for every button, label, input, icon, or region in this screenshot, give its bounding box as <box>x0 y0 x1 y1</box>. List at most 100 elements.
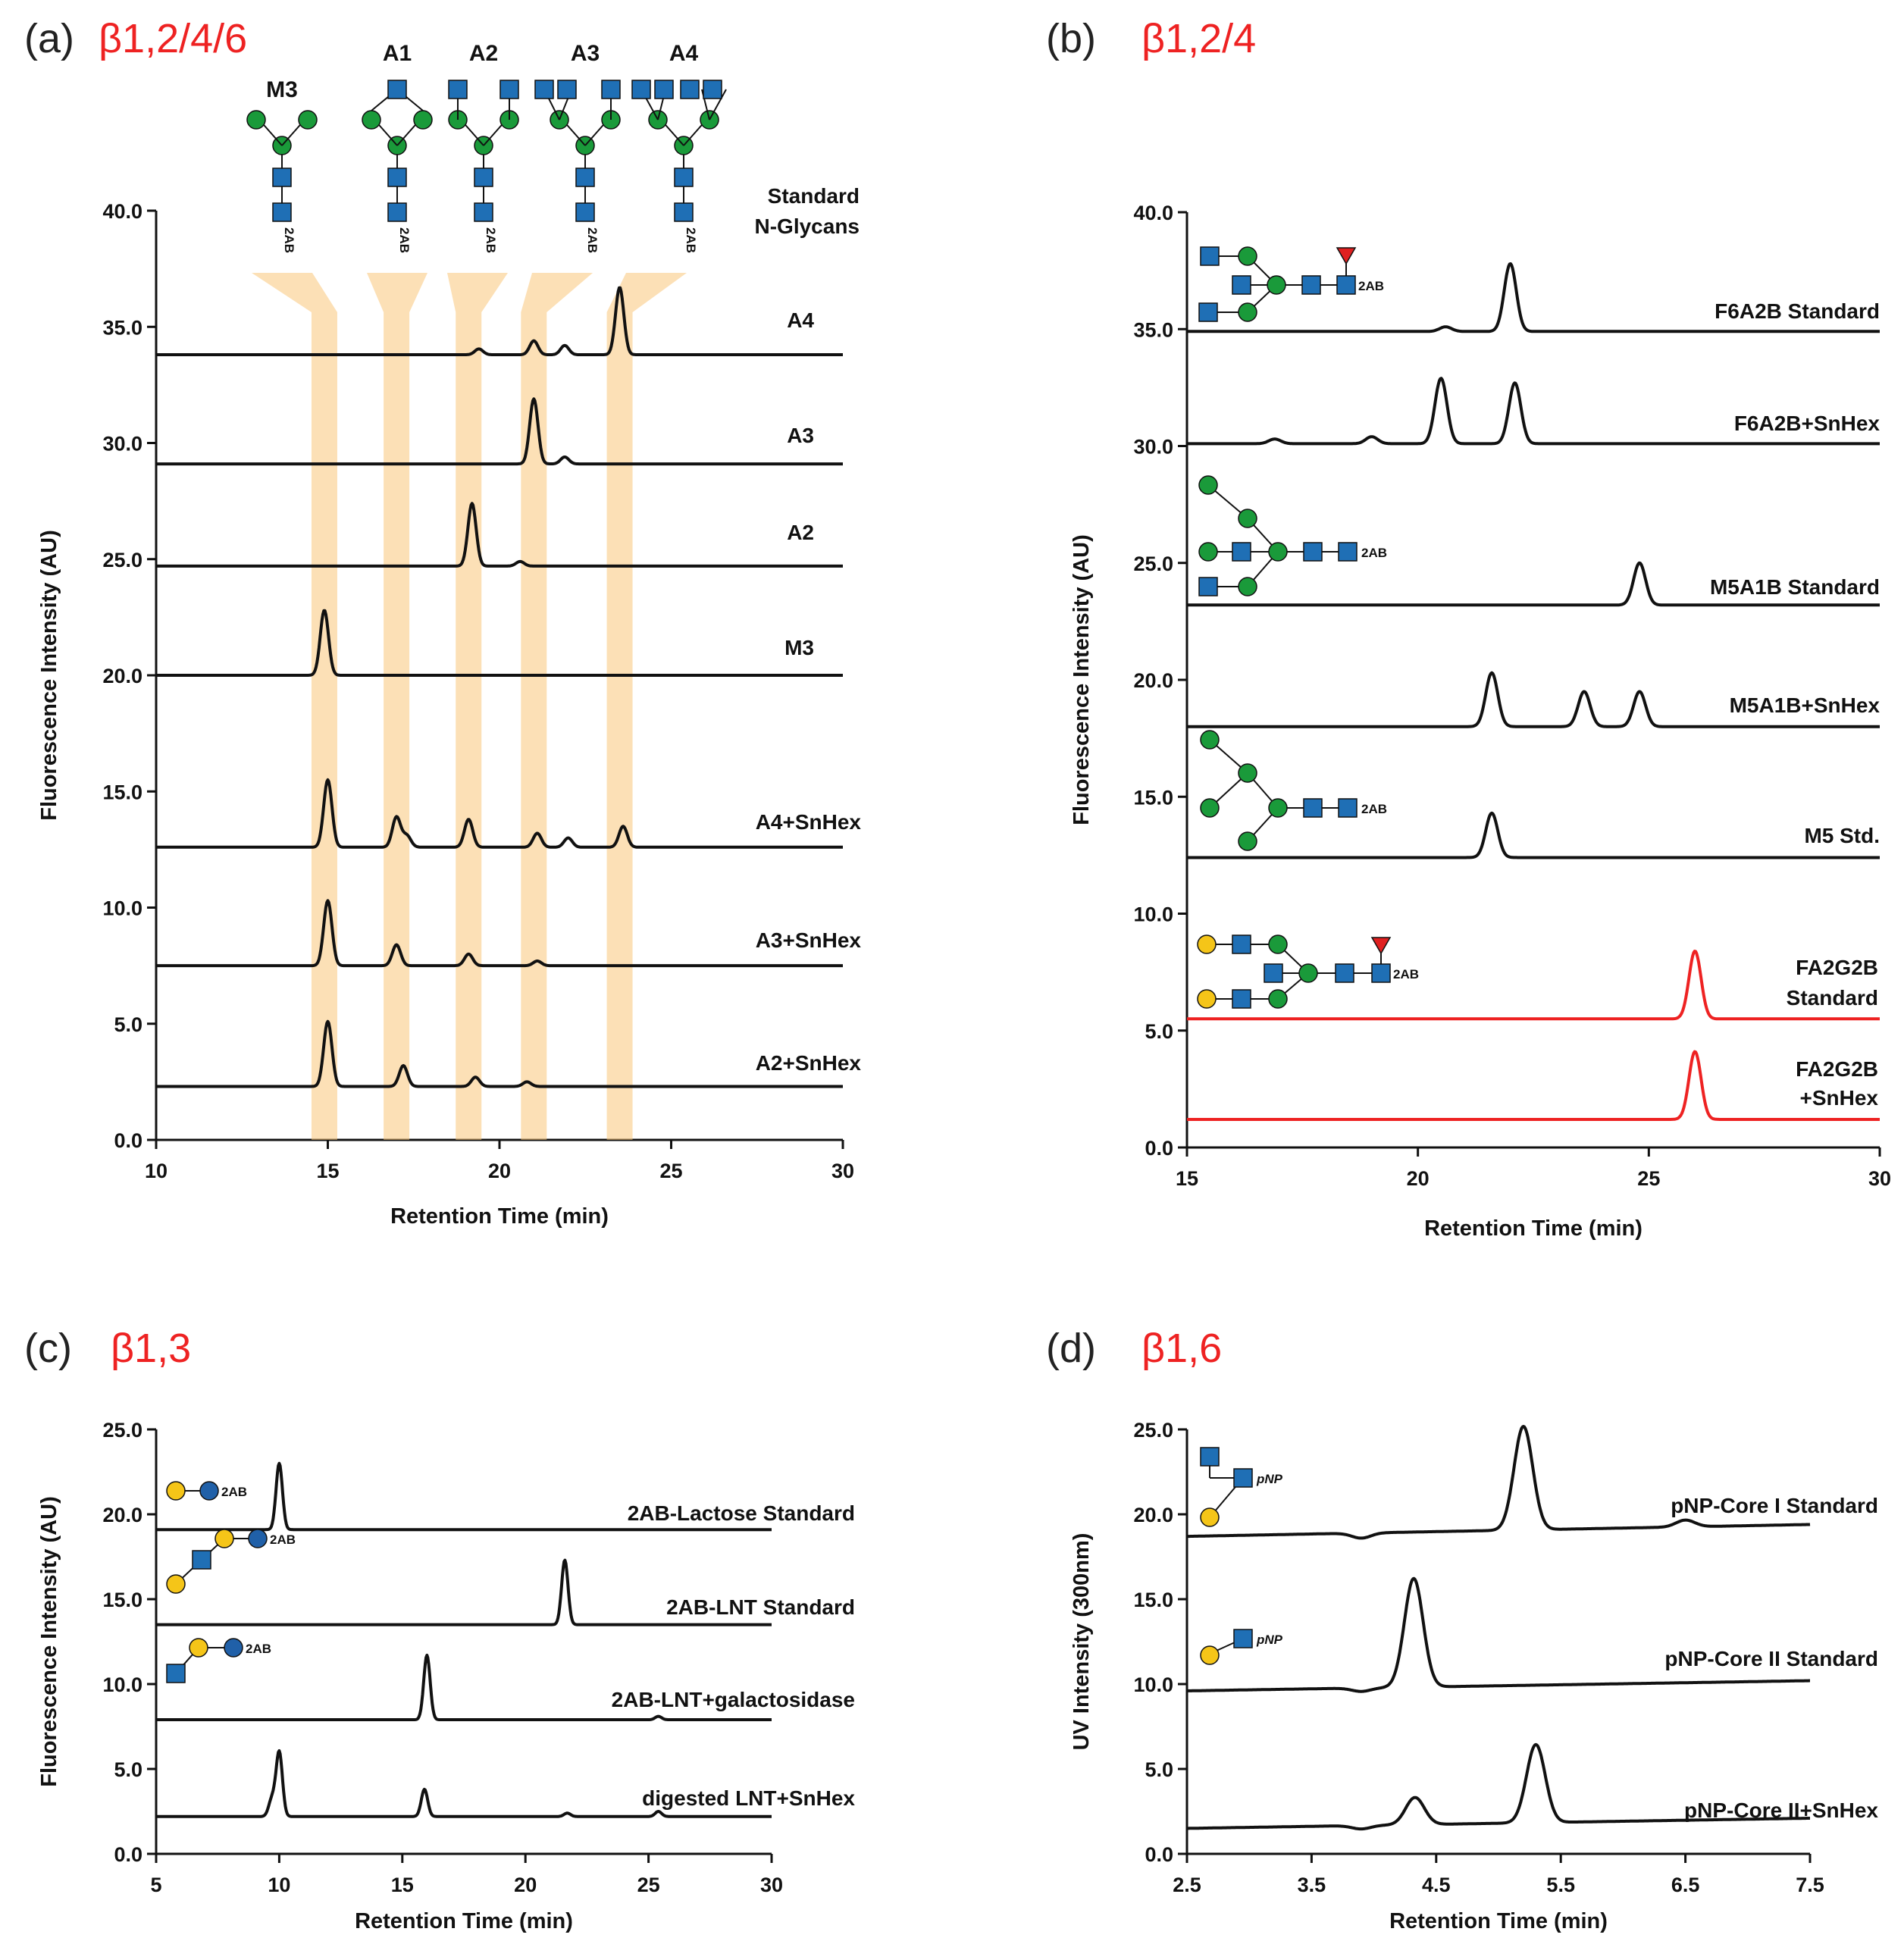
glycan-name-label: A3 <box>571 41 600 66</box>
trace-line <box>1186 1742 1811 1831</box>
x-tick-label: 20 <box>1407 1167 1430 1190</box>
glcnac-square-icon <box>1200 246 1220 266</box>
y-tick-label: 25.0 <box>102 1419 142 1442</box>
glycan-name-label: A1 <box>383 41 412 66</box>
mannose-circle-icon <box>1238 831 1257 851</box>
trace-label: +SnHex <box>1800 1086 1879 1110</box>
trace-label: FA2G2B <box>1796 1057 1878 1081</box>
chart-d: 2.5 3.5 4.5 5.5 6.5 7.5 0.0 5.0 10.0 15.0 20.0 25.0… <box>1069 1419 1878 1933</box>
trace-line <box>1186 561 1881 607</box>
glycan-tag-label: 2AB <box>221 1485 247 1499</box>
glcnac-square-icon <box>631 80 651 99</box>
trace-label: A2+SnHex <box>756 1051 862 1075</box>
glcnac-square-icon <box>1200 1447 1220 1467</box>
glcnac-square-icon <box>1232 542 1251 562</box>
glycan-tag-label: 2AB <box>684 227 698 253</box>
glcnac-square-icon <box>601 80 621 99</box>
retention-highlight-band <box>606 273 687 1140</box>
mannose-circle-icon <box>1198 542 1218 562</box>
y-tick-label: 10.0 <box>1133 903 1173 926</box>
glycan-tag-label: pNP <box>1256 1633 1283 1647</box>
glcnac-square-icon <box>166 1664 186 1683</box>
glycan-name-label: M3 <box>266 77 298 102</box>
trace-label: Standard <box>1787 986 1878 1010</box>
fucose-triangle-icon <box>1370 937 1392 955</box>
trace-label: pNP-Core II Standard <box>1664 1647 1878 1670</box>
mannose-circle-icon <box>1200 730 1220 750</box>
panel-a-title: β1,2/4/6 <box>99 16 248 61</box>
y-tick-label: 20.0 <box>102 1504 142 1526</box>
x-axis-label: Retention Time (min) <box>1389 1909 1608 1933</box>
fucose-triangle-icon <box>1336 247 1357 265</box>
y-tick-label: 5.0 <box>1145 1020 1173 1043</box>
mannose-circle-icon <box>362 110 381 130</box>
x-tick-label: 2.5 <box>1173 1874 1201 1896</box>
mannose-circle-icon <box>1198 475 1218 495</box>
trace-label: M3 <box>784 636 814 659</box>
glycan-tag-label: 2AB <box>246 1642 271 1656</box>
y-axis-label: Fluorescence Intensity (AU) <box>1069 534 1094 825</box>
glcnac-square-icon <box>272 167 292 187</box>
x-tick-label: 5 <box>150 1874 161 1896</box>
mannose-circle-icon <box>1238 577 1257 596</box>
glcnac-square-icon <box>1338 542 1358 562</box>
trace-line <box>155 899 844 968</box>
y-tick-label: 35.0 <box>102 316 142 339</box>
y-tick-label: 10.0 <box>102 897 142 920</box>
trace-line <box>155 1558 772 1626</box>
y-axis-label: UV Intensity (300nm) <box>1069 1533 1094 1751</box>
x-axis-label: Retention Time (min) <box>355 1909 573 1933</box>
glucose-circle-icon <box>224 1638 243 1658</box>
glcnac-square-icon <box>1198 302 1218 322</box>
glycan-tag-label: 2AB <box>397 227 412 253</box>
glcnac-square-icon <box>272 202 292 222</box>
y-tick-label: 5.0 <box>114 1013 142 1036</box>
chart-a: 10 15 20 25 30 0.0 5.0 10.0 15.0 20.0 25.0 30.0 35.0… <box>37 41 862 1229</box>
glcnac-square-icon <box>1233 1629 1253 1648</box>
trace-line <box>1186 1576 1811 1693</box>
glycan-tag-label: 2AB <box>270 1532 296 1547</box>
glcnac-square-icon <box>387 80 407 99</box>
retention-highlight-band <box>252 273 337 1140</box>
standard-header-label: N-Glycans <box>755 214 860 238</box>
glcnac-square-icon <box>703 80 722 99</box>
glycan-bond <box>709 89 727 121</box>
x-tick-label: 20 <box>514 1874 537 1896</box>
glcnac-square-icon <box>557 80 577 99</box>
glcnac-square-icon <box>534 80 554 99</box>
glycan-tag-label: 2AB <box>484 227 498 253</box>
trace-line <box>155 1019 844 1088</box>
x-axis-label: Retention Time (min) <box>390 1204 609 1229</box>
x-tick-label: 15 <box>1176 1167 1198 1190</box>
panel-b-title: β1,2/4 <box>1141 16 1257 61</box>
mannose-circle-icon <box>413 110 433 130</box>
trace-line <box>1186 811 1881 859</box>
chart-b: 15 20 25 30 0.0 5.0 10.0 15.0 20.0 25.0 30.0 35.0 40… <box>1069 202 1891 1241</box>
trace-label: M5A1B+SnHex <box>1730 693 1881 717</box>
y-tick-label: 5.0 <box>1145 1758 1173 1781</box>
x-tick-label: 7.5 <box>1796 1874 1824 1896</box>
mannose-circle-icon <box>298 110 318 130</box>
x-tick-label: 10 <box>268 1874 290 1896</box>
x-tick-label: 10 <box>145 1160 168 1182</box>
glucose-circle-icon <box>248 1529 268 1548</box>
trace-line <box>155 286 844 356</box>
x-tick-label: 15 <box>316 1160 339 1182</box>
mannose-circle-icon <box>1238 763 1257 783</box>
galactose-circle-icon <box>166 1481 186 1501</box>
glycan-tag-label: 2AB <box>585 227 600 253</box>
glcnac-square-icon <box>575 167 595 187</box>
trace-label: pNP-Core II+SnHex <box>1684 1799 1878 1822</box>
glcnac-square-icon <box>1303 798 1323 818</box>
trace-label: M5A1B Standard <box>1710 575 1880 599</box>
glycan-name-label: A2 <box>469 41 498 66</box>
glcnac-square-icon <box>575 202 595 222</box>
trace-line <box>155 778 844 849</box>
x-tick-label: 25 <box>1637 1167 1660 1190</box>
y-tick-label: 15.0 <box>1133 786 1173 809</box>
glcnac-square-icon <box>680 80 700 99</box>
mannose-circle-icon <box>1238 246 1257 266</box>
glcnac-square-icon <box>474 202 493 222</box>
trace-line <box>155 1749 772 1818</box>
glycan-name-label: A4 <box>669 41 699 66</box>
